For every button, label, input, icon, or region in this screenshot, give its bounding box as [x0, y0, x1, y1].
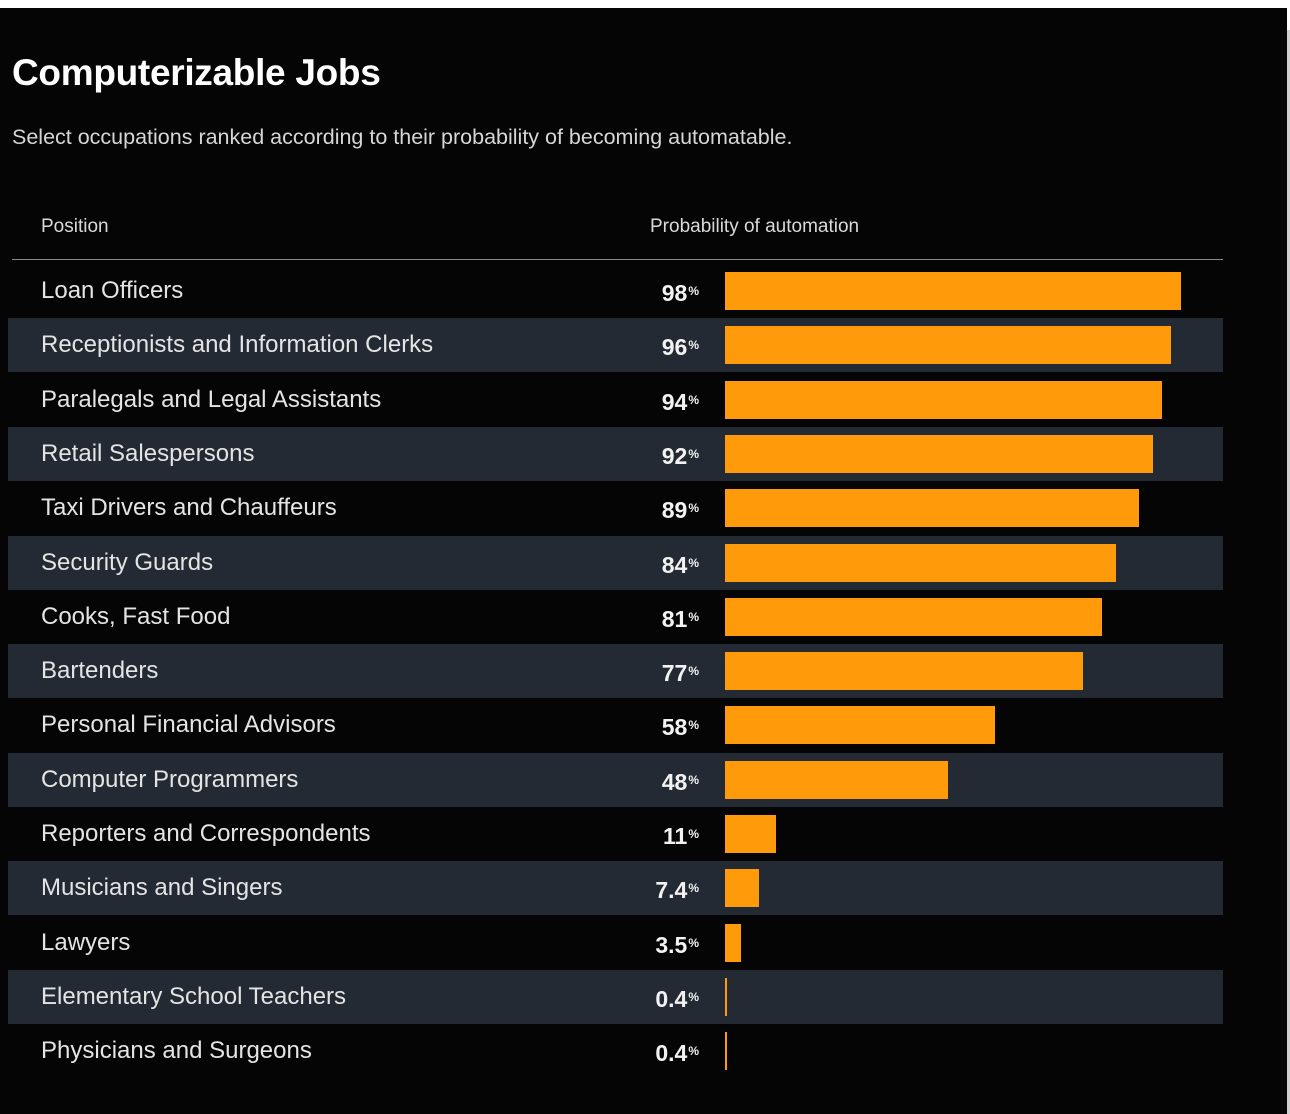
- bar: [725, 652, 1084, 691]
- category-label: Personal Financial Advisors: [41, 711, 336, 739]
- bar-row: Security Guards 84%: [8, 535, 1223, 592]
- value-number: 92: [661, 442, 688, 469]
- percent-sign: %: [688, 1044, 699, 1059]
- bar-row: Computer Programmers 48%: [8, 752, 1223, 809]
- category-label: Reporters and Correspondents: [41, 820, 371, 847]
- bar-row: Cooks, Fast Food 81%: [8, 590, 1223, 644]
- value-label: 81%: [662, 590, 699, 646]
- value-number: 0.4: [655, 1040, 688, 1067]
- value-label: 7.4%: [655, 861, 699, 917]
- bar: [725, 597, 1102, 636]
- value-label: 98%: [662, 264, 699, 320]
- bar: [725, 489, 1139, 528]
- bar: [725, 977, 727, 1016]
- category-label: Retail Salespersons: [41, 439, 255, 467]
- percent-sign: %: [688, 446, 699, 461]
- chart-title: Computerizable Jobs: [12, 52, 381, 93]
- percent-sign: %: [688, 935, 699, 950]
- percent-sign: %: [688, 392, 699, 407]
- percent-sign: %: [688, 989, 699, 1004]
- category-label: Receptionists and Information Clerks: [41, 331, 434, 359]
- page-edge: [1287, 30, 1290, 1114]
- percent-sign: %: [688, 338, 699, 353]
- category-label: Lawyers: [41, 928, 131, 956]
- bar-row: Taxi Drivers and Chauffeurs 89%: [8, 481, 1223, 535]
- bar-row: Lawyers 3.5%: [8, 916, 1223, 970]
- value-number: 98: [661, 280, 688, 306]
- percent-sign: %: [688, 609, 699, 624]
- column-header-position: Position: [41, 216, 109, 237]
- bar-chart: Loan Officers 98% Receptionists and Inform…: [8, 264, 1223, 1079]
- bar-row: Physicians and Surgeons 0.4%: [8, 1024, 1223, 1078]
- bar-row: Retail Salespersons 92%: [8, 426, 1223, 483]
- value-label: 0.4%: [655, 970, 699, 1026]
- percent-sign: %: [688, 284, 699, 298]
- value-number: 48: [661, 768, 688, 795]
- value-label: 89%: [662, 481, 699, 537]
- bar: [725, 869, 760, 908]
- bar: [725, 815, 777, 853]
- bar-row: Paralegals and Legal Assistants 94%: [8, 373, 1223, 427]
- value-number: 81: [661, 605, 688, 632]
- value-number: 84: [661, 551, 688, 578]
- value-label: 0.4%: [655, 1024, 699, 1080]
- chart-subtitle: Select occupations ranked according to t…: [12, 125, 793, 149]
- column-header-probability: Probability of automation: [650, 216, 860, 237]
- value-label: 94%: [662, 373, 699, 429]
- category-label: Loan Officers: [41, 277, 184, 304]
- value-number: 89: [661, 497, 688, 524]
- bar-row: Bartenders 77%: [8, 644, 1223, 700]
- category-label: Elementary School Teachers: [41, 982, 347, 1010]
- value-label: 58%: [662, 698, 699, 754]
- value-number: 58: [661, 714, 688, 741]
- bar-row: Loan Officers 98%: [8, 264, 1223, 318]
- value-label: 96%: [662, 318, 699, 374]
- bar-row: Reporters and Correspondents 11%: [8, 807, 1223, 861]
- bar: [725, 326, 1172, 365]
- bar: [725, 543, 1116, 582]
- category-label: Physicians and Surgeons: [41, 1037, 312, 1065]
- bar-row: Receptionists and Information Clerks 96%: [8, 318, 1223, 374]
- category-label: Paralegals and Legal Assistants: [41, 385, 382, 413]
- bar: [725, 923, 742, 962]
- value-number: 3.5: [655, 931, 688, 958]
- bar: [725, 434, 1153, 473]
- value-number: 11: [663, 823, 688, 849]
- value-label: 92%: [662, 427, 699, 483]
- value-number: 77: [661, 660, 688, 687]
- value-label: 77%: [662, 644, 699, 700]
- percent-sign: %: [688, 827, 699, 841]
- category-label: Security Guards: [41, 548, 214, 576]
- percent-sign: %: [688, 718, 699, 733]
- bar: [725, 380, 1163, 419]
- category-label: Cooks, Fast Food: [41, 602, 231, 630]
- header-divider: [12, 259, 1223, 260]
- bar: [725, 272, 1181, 310]
- bar-row: Musicians and Singers 7.4%: [8, 861, 1223, 917]
- category-label: Bartenders: [41, 657, 159, 685]
- value-number: 94: [661, 388, 688, 415]
- bar-row: Personal Financial Advisors 58%: [8, 698, 1223, 752]
- value-label: 3.5%: [655, 916, 699, 972]
- bar-row: Elementary School Teachers 0.4%: [8, 969, 1223, 1026]
- value-number: 96: [661, 334, 688, 361]
- category-label: Taxi Drivers and Chauffeurs: [41, 494, 337, 522]
- value-number: 0.4: [655, 985, 688, 1012]
- bar: [725, 1032, 727, 1071]
- percent-sign: %: [688, 772, 699, 787]
- bar: [725, 760, 949, 799]
- percent-sign: %: [688, 881, 699, 896]
- category-label: Computer Programmers: [41, 765, 299, 793]
- category-label: Musicians and Singers: [41, 874, 283, 902]
- value-label: 11%: [663, 807, 699, 863]
- value-number: 7.4: [655, 877, 688, 904]
- value-label: 84%: [662, 536, 699, 592]
- percent-sign: %: [688, 501, 699, 516]
- percent-sign: %: [688, 555, 699, 570]
- value-label: 48%: [662, 753, 699, 809]
- bar: [725, 706, 995, 745]
- percent-sign: %: [688, 664, 699, 679]
